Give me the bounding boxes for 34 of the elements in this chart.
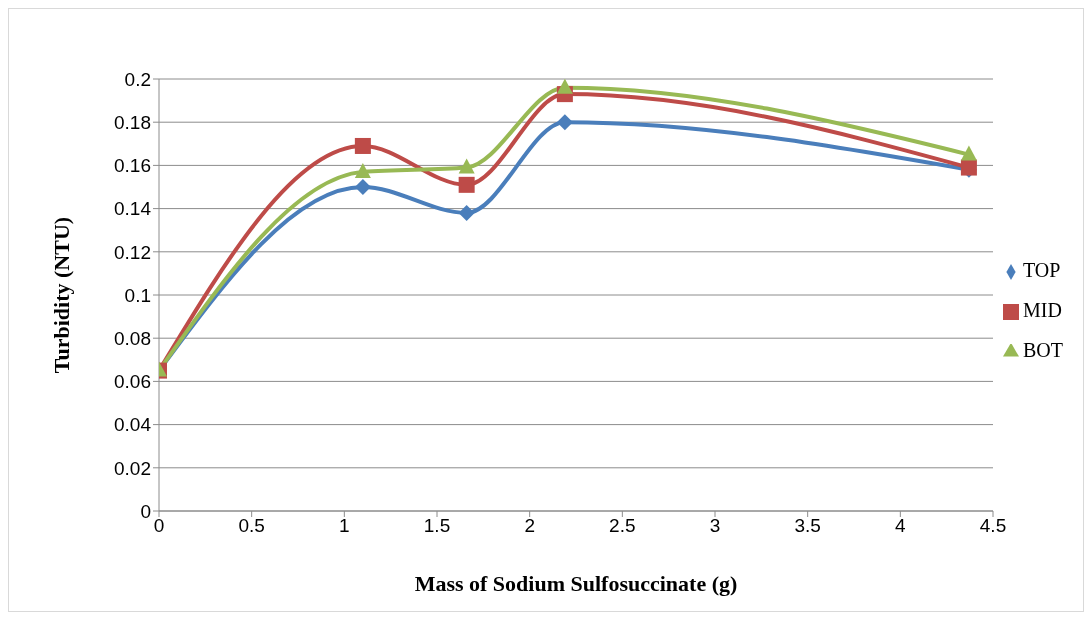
x-tick-label: 3 — [709, 515, 721, 537]
y-tick-label: 0.14 — [114, 198, 152, 220]
y-tick-label: 0 — [140, 500, 151, 522]
x-tick-label: 2 — [524, 515, 535, 537]
x-tick-label: 3.5 — [794, 515, 821, 537]
point — [458, 204, 475, 221]
point — [354, 162, 371, 178]
x-tick-label: 1.5 — [423, 515, 451, 537]
point — [354, 179, 371, 195]
x-tick-label: 0.5 — [238, 515, 265, 537]
y-tick-label: 0.2 — [124, 68, 151, 90]
point — [458, 176, 475, 193]
x-tick-label: 1 — [339, 515, 350, 537]
y-tick-label: 0.16 — [114, 155, 151, 177]
y-tick-label: 0.08 — [114, 327, 151, 349]
legend-label: MID — [1023, 299, 1062, 321]
point — [458, 158, 475, 174]
y-tick-label: 0.1 — [124, 284, 151, 306]
point — [556, 114, 573, 131]
y-axis-title: Turbidity (NTU) — [48, 216, 74, 374]
x-tick-label: 4 — [895, 515, 907, 537]
x-tick-label: 2.5 — [609, 515, 636, 537]
y-tick-label: 0.12 — [114, 241, 151, 263]
y-tick-label: 0.02 — [114, 457, 151, 479]
point — [354, 137, 371, 154]
legend-label: TOP — [1023, 259, 1061, 281]
y-tick-label: 0.18 — [114, 111, 151, 133]
x-tick-label: 4.5 — [979, 515, 1007, 537]
y-tick-label: 0.04 — [114, 414, 152, 436]
x-axis-title: Mass of Sodium Sulfosuccinate (g) — [414, 571, 738, 596]
point — [556, 79, 573, 94]
legend-label: BOT — [1023, 339, 1063, 361]
point — [960, 145, 977, 161]
y-tick-label: 0.06 — [114, 371, 151, 393]
